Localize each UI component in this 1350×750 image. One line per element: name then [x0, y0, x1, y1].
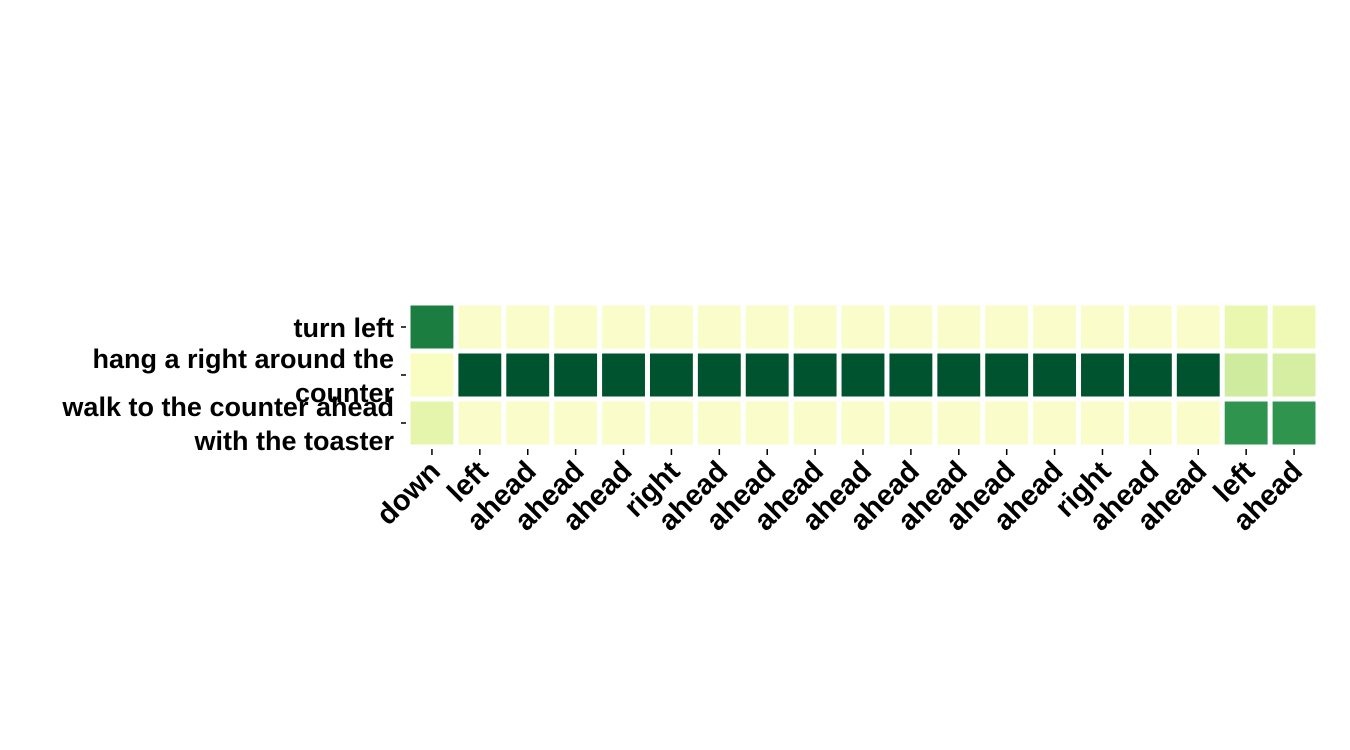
heatmap-cell — [889, 305, 933, 349]
y-tick-label: hang a right around the counter — [93, 344, 395, 408]
heatmap-cell — [602, 353, 645, 397]
heatmap-cell — [1128, 401, 1172, 445]
heatmap-cell — [554, 353, 598, 397]
y-tick-label: walk to the counter ahead with the toaste… — [61, 392, 394, 456]
heatmap-cell — [745, 305, 789, 349]
heatmap-cell — [410, 353, 454, 397]
heatmap-cell — [458, 401, 502, 445]
heatmap-cell — [1272, 305, 1316, 349]
heatmap-cell — [554, 305, 598, 349]
heatmap-cell — [458, 305, 502, 349]
heatmap-cell — [410, 401, 454, 445]
heatmap-cell — [602, 305, 645, 349]
heatmap-cell — [1081, 401, 1124, 445]
y-tick-label-line: walk to the counter ahead — [61, 392, 394, 422]
heatmap-cell — [697, 401, 741, 445]
heatmap-cell — [1224, 305, 1268, 349]
heatmap-cell — [649, 401, 693, 445]
x-axis: downleftaheadaheadaheadrightaheadaheadah… — [371, 449, 1309, 537]
heatmap-cell — [1033, 401, 1077, 445]
heatmap-cell — [985, 401, 1029, 445]
heatmap-cell — [649, 305, 693, 349]
heatmap-cell — [1081, 353, 1124, 397]
heatmap-cell — [1033, 353, 1077, 397]
heatmap-cell — [458, 353, 502, 397]
heatmap-cell — [889, 353, 933, 397]
heatmap-cell — [841, 353, 885, 397]
y-tick-label: turn left — [294, 313, 395, 343]
y-tick-label-line: with the toaster — [193, 426, 394, 456]
heatmap-cell — [745, 353, 789, 397]
heatmap-cell — [793, 401, 837, 445]
heatmap-cell — [410, 305, 454, 349]
heatmap-cell — [506, 305, 550, 349]
heatmap-cell — [1224, 401, 1268, 445]
heatmap-cell — [506, 353, 550, 397]
heatmap-cell — [841, 305, 885, 349]
heatmap-cell — [937, 305, 981, 349]
y-tick-label-line: counter — [295, 378, 395, 408]
heatmap-cell — [793, 353, 837, 397]
heatmap-cell — [602, 401, 645, 445]
heatmap-cell — [1272, 401, 1316, 445]
heatmap-cell — [1224, 353, 1268, 397]
heatmap-cell — [793, 305, 837, 349]
y-tick-label-line: turn left — [294, 313, 395, 343]
heatmap-cell — [889, 401, 933, 445]
heatmap-cell — [1128, 353, 1172, 397]
heatmap-cell — [1033, 305, 1077, 349]
heatmap-cell — [841, 401, 885, 445]
heatmap-cell — [649, 353, 693, 397]
x-tick-label: down — [371, 455, 447, 531]
heatmap-cell — [745, 401, 789, 445]
heatmap-cell — [697, 353, 741, 397]
heatmap-cell — [985, 353, 1029, 397]
heatmap-cell — [1081, 305, 1124, 349]
heatmap-cell — [1272, 353, 1316, 397]
y-tick-label-line: hang a right around the — [93, 344, 395, 374]
heatmap-cell — [937, 353, 981, 397]
heatmap-cell — [1128, 305, 1172, 349]
heatmap-cell — [554, 401, 598, 445]
heatmap-cell — [1176, 353, 1220, 397]
heatmap-cell — [1176, 305, 1220, 349]
heatmap-cell — [697, 305, 741, 349]
heatmap-cell — [985, 305, 1029, 349]
heatmap-cell — [506, 401, 550, 445]
heatmap-cells — [410, 305, 1316, 445]
heatmap-cell — [1176, 401, 1220, 445]
heatmap-cell — [937, 401, 981, 445]
